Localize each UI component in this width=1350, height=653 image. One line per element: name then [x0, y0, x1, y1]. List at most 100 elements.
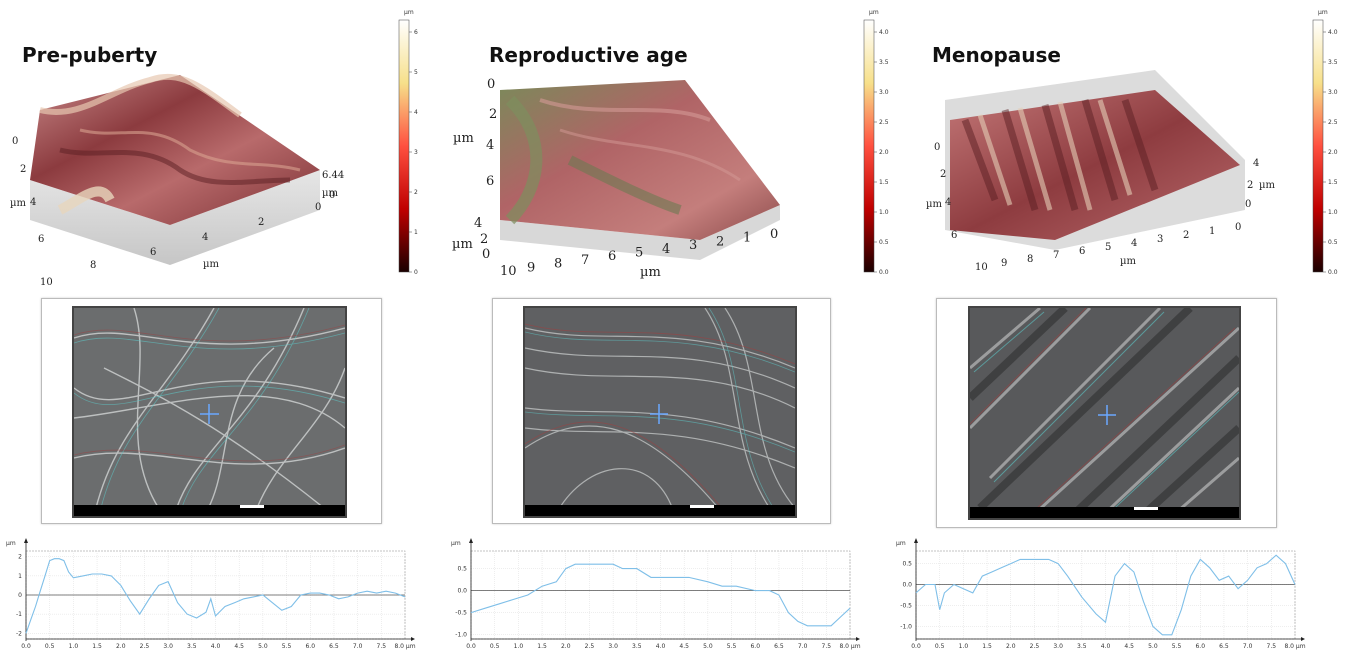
colorbar-tick: 3.0: [879, 89, 889, 96]
profile-x-tick: 4.0: [656, 643, 666, 650]
x-tick: 7: [1053, 250, 1059, 261]
x-tick: 9: [527, 260, 535, 275]
y-tick: 0: [934, 142, 940, 153]
profile-y-tick: 0.0: [457, 588, 467, 595]
profile-y-tick: -1.0: [900, 623, 912, 630]
x-tick: 4: [1131, 238, 1137, 249]
z-label: 6.448: [322, 170, 345, 181]
profile-y-tick: 1: [18, 573, 22, 580]
profile-x-tick: 7.0: [798, 643, 808, 650]
profile-x-tick: 1.5: [537, 643, 547, 650]
y-axis-unit: µm: [926, 199, 942, 210]
profile-x-tick: 8.0 µm: [839, 643, 860, 650]
profile-x-tick: 3.0: [163, 643, 173, 650]
colorbar-tick: 5: [414, 69, 418, 76]
colorbar-unit: µm: [1318, 9, 1328, 16]
profile-x-tick: 0.0: [21, 643, 31, 650]
colorbar-tick: 4.0: [1328, 29, 1338, 36]
profile-x-tick: 3.5: [187, 643, 197, 650]
colorbar-tick: 1.0: [879, 209, 889, 216]
profile-x-tick: 3.0: [1053, 643, 1063, 650]
profile-x-tick: 1.5: [982, 643, 992, 650]
profile-x-tick: 4.5: [679, 643, 689, 650]
colorbar-tick: 0: [414, 269, 418, 276]
x-tick: 1: [743, 231, 751, 246]
y-axis-unit: µm: [453, 131, 474, 146]
colorbar-unit: µm: [404, 9, 414, 16]
profile-y-tick: -2: [16, 630, 22, 637]
profile-x-tick: 3.5: [632, 643, 642, 650]
profile-y-tick: 0.5: [902, 561, 912, 568]
colorbar-tick: 1.5: [1328, 179, 1338, 186]
y-tick: 4: [30, 197, 36, 208]
profile-x-tick: 1.0: [69, 643, 79, 650]
profile-unit: µm: [451, 540, 461, 547]
profile-y-tick: -1.0: [455, 632, 467, 639]
sem-image-reproductive-age: [523, 306, 797, 518]
profile-x-tick: 2.5: [585, 643, 595, 650]
profile-x-tick: 5.5: [1172, 643, 1182, 650]
profile-x-tick: 7.5: [822, 643, 832, 650]
x-tick: 5: [635, 246, 643, 261]
x-tick: 5: [1105, 242, 1111, 253]
profile-x-tick: 2.5: [140, 643, 150, 650]
profile-x-tick: 0.5: [490, 643, 500, 650]
colorbar-tick: 0.0: [879, 269, 889, 276]
colorbar-pre-puberty: µm 0 1 2 3 4 5 6: [398, 9, 418, 276]
profile-y-tick: -1: [16, 611, 22, 618]
colorbar-tick: 3.0: [1328, 89, 1338, 96]
colorbar-tick: 3.5: [879, 59, 889, 66]
z-tick: 2: [480, 232, 488, 247]
profile-x-tick: 7.5: [377, 643, 387, 650]
profile-x-tick: 7.0: [1243, 643, 1253, 650]
colorbar-tick: 2.0: [879, 149, 889, 156]
x-axis-unit: µm: [1120, 256, 1136, 267]
profile-x-tick: 2.0: [116, 643, 126, 650]
y-tick: 2: [940, 169, 946, 180]
profile-x-tick: 7.5: [1267, 643, 1277, 650]
colorbar-tick: 1.0: [1328, 209, 1338, 216]
colorbar-tick: 6: [414, 29, 418, 36]
sem-image-pre-puberty: [72, 306, 347, 518]
colorbar-menopause: µm 0.0 0.5 1.0 1.5 2.0 2.5 3.0 3.5 4.0: [1312, 9, 1338, 276]
profile-y-tick: 0.5: [457, 566, 467, 573]
y-tick: 4: [486, 138, 494, 153]
profile-x-tick: 4.0: [211, 643, 221, 650]
x-tick: 2: [1183, 230, 1189, 241]
profile-x-tick: 0.5: [935, 643, 945, 650]
profile-x-tick: 0.0: [911, 643, 921, 650]
profile-x-tick: 8.0 µm: [1284, 643, 1305, 650]
z-axis-unit: µm: [322, 188, 338, 199]
profile-x-tick: 5.0: [703, 643, 713, 650]
x-tick: 4: [202, 232, 208, 243]
x-axis-unit: µm: [203, 259, 219, 270]
profile-line: [25, 558, 406, 634]
y-axis-unit: µm: [10, 198, 26, 209]
profile-x-tick: 2.5: [1030, 643, 1040, 650]
box-side: [30, 170, 320, 265]
profile-y-tick: 2: [18, 554, 22, 561]
profile-y-tick: 0.0: [902, 582, 912, 589]
y-tick: 0: [12, 136, 18, 147]
z-tick: 4: [1253, 158, 1259, 169]
z-tick: 4: [474, 216, 482, 231]
colorbar-tick: 2: [414, 189, 418, 196]
x-tick: 6: [608, 249, 616, 264]
x-tick: 0: [1235, 222, 1241, 233]
z-axis-unit: µm: [452, 237, 473, 252]
z-tick: 2: [1247, 180, 1253, 191]
x-tick: 0: [315, 202, 321, 213]
x-tick: 8: [90, 260, 96, 271]
y-tick: 0: [487, 77, 495, 92]
x-tick: 6: [150, 247, 156, 258]
x-tick: 9: [1001, 258, 1007, 269]
profile-x-tick: 0.0: [466, 643, 476, 650]
z-axis-unit: µm: [1259, 180, 1275, 191]
panel-title-menopause: Menopause: [932, 43, 1061, 67]
panel-title-pre-puberty: Pre-puberty: [22, 43, 158, 67]
x-tick: 2: [258, 217, 264, 228]
profile-line: [915, 554, 1296, 636]
colorbar-tick: 1: [414, 229, 418, 236]
profile-x-tick: 6.5: [1219, 643, 1229, 650]
profile-x-tick: 6.5: [774, 643, 784, 650]
